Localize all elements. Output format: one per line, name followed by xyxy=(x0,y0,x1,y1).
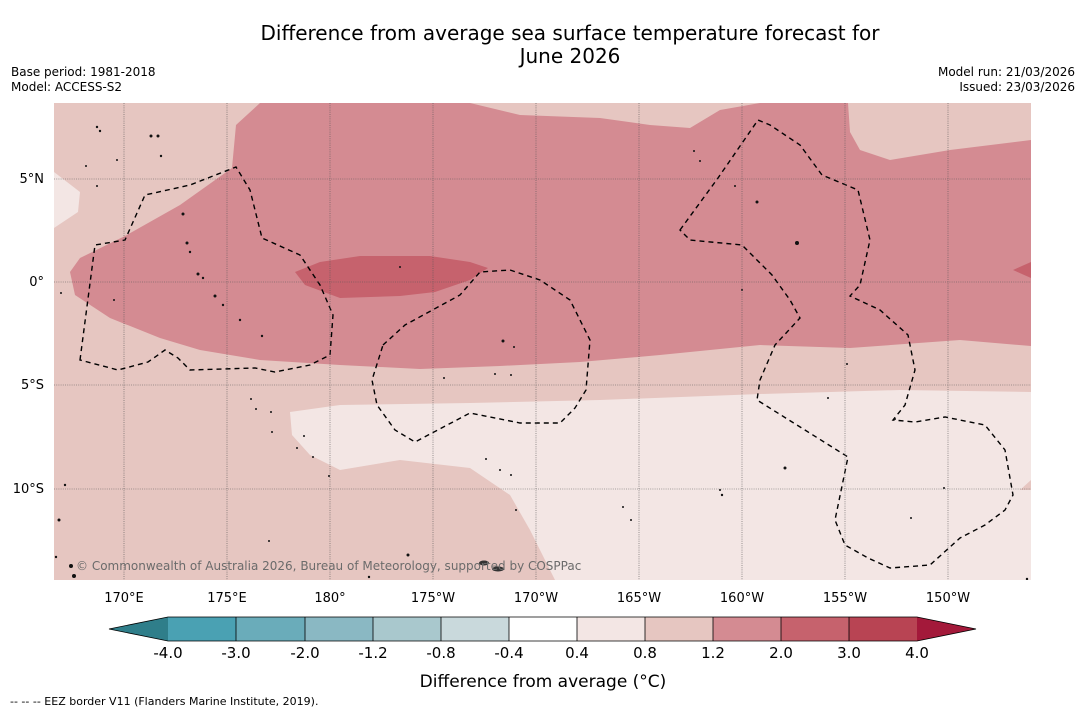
colorbar-swatch xyxy=(236,617,305,641)
colorbar-label: -0.4 xyxy=(494,644,523,662)
colorbar-swatch xyxy=(577,617,645,641)
graticule xyxy=(54,103,1031,580)
title-line-2: June 2026 xyxy=(519,44,621,68)
title-line-1: Difference from average sea surface temp… xyxy=(260,21,880,45)
anomaly-region-0.4-0.8-south xyxy=(290,390,1031,580)
colorbar-label: -3.0 xyxy=(221,644,250,662)
longitude-labels: 170°E 175°E 180° 175°W 170°W 165°W 160°W… xyxy=(104,591,970,606)
colorbar: -4.0 -3.0 -2.0 -1.2 -0.8 -0.4 0.4 0.8 1.… xyxy=(108,616,977,692)
anomaly-region-0.4-0.8-west xyxy=(54,172,80,228)
colorbar-swatch xyxy=(441,617,509,641)
model-run: Model run: 21/03/2026 xyxy=(937,65,1075,79)
lat-label-0: 0° xyxy=(29,275,44,290)
colorbar-swatch xyxy=(373,617,441,641)
colorbar-swatch xyxy=(645,617,713,641)
anomaly-region-2.0-3.0-east xyxy=(1013,262,1031,278)
model-name: Model: ACCESS-S2 xyxy=(11,80,123,94)
lon-label-155w: 155°W xyxy=(823,591,867,606)
colorbar-extend-max xyxy=(917,617,976,641)
map-title: Difference from average sea surface temp… xyxy=(0,22,1085,68)
colorbar-label: 4.0 xyxy=(905,644,929,662)
meta-right: Model run: 21/03/2026 Issued: 23/03/2026 xyxy=(938,65,1075,95)
colorbar-swatch xyxy=(509,617,577,641)
eez-border-tokelau xyxy=(371,269,591,443)
lat-label-10s: 10°S xyxy=(13,482,44,497)
eez-legend-note: -- -- -- EEZ border V11 (Flanders Marine… xyxy=(10,695,319,708)
anomaly-region-2.0-3.0-central xyxy=(295,256,488,298)
lon-label-175e: 175°E xyxy=(207,591,247,606)
lon-label-170e: 170°E xyxy=(104,591,144,606)
colorbar-title: Difference from average (°C) xyxy=(420,672,667,692)
base-period: Base period: 1981-2018 xyxy=(11,65,156,79)
eez-borders xyxy=(79,119,1014,569)
latitude-labels: 5°N 0° 5°S 10°S xyxy=(13,172,44,497)
colorbar-label: -4.0 xyxy=(153,644,182,662)
colorbar-extend-min xyxy=(109,617,168,641)
colorbar-swatch xyxy=(713,617,781,641)
colorbar-swatch xyxy=(168,617,236,641)
lon-label-170w: 170°W xyxy=(514,591,558,606)
sst-anomaly-map: © Commonwealth of Australia 2026, Bureau… xyxy=(54,103,1031,580)
colorbar-label: 0.4 xyxy=(565,644,589,662)
issued-date: Issued: 23/03/2026 xyxy=(959,80,1075,94)
colorbar-label: 2.0 xyxy=(769,644,793,662)
lon-label-175w: 175°W xyxy=(411,591,455,606)
colorbar-label: 1.2 xyxy=(701,644,725,662)
lat-label-5n: 5°N xyxy=(20,172,45,187)
colorbar-swatch xyxy=(849,617,917,641)
copyright-notice: © Commonwealth of Australia 2026, Bureau… xyxy=(76,559,581,573)
colorbar-swatch xyxy=(305,617,373,641)
lon-label-165w: 165°W xyxy=(617,591,661,606)
lat-label-5s: 5°S xyxy=(21,378,44,393)
colorbar-labels: -4.0 -3.0 -2.0 -1.2 -0.8 -0.4 0.4 0.8 1.… xyxy=(153,644,929,662)
colorbar-label: 0.8 xyxy=(633,644,657,662)
lon-label-150w: 150°W xyxy=(926,591,970,606)
colorbar-label: -2.0 xyxy=(290,644,319,662)
colorbar-label: -1.2 xyxy=(358,644,387,662)
meta-left: Base period: 1981-2018 Model: ACCESS-S2 xyxy=(11,65,156,95)
islands xyxy=(54,125,1029,580)
colorbar-label: 3.0 xyxy=(837,644,861,662)
lon-label-180: 180° xyxy=(314,591,345,606)
lon-label-160w: 160°W xyxy=(720,591,764,606)
colorbar-swatch xyxy=(781,617,849,641)
colorbar-label: -0.8 xyxy=(426,644,455,662)
eez-border-tuvalu-kiribati xyxy=(79,166,334,373)
